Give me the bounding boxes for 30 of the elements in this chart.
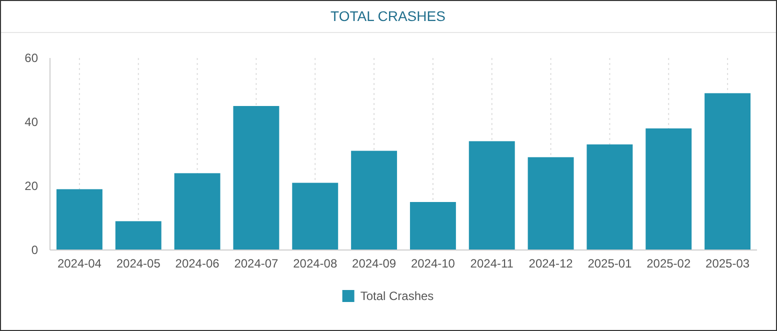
- x-tick-label: 2025-02: [646, 256, 691, 271]
- bar: [586, 144, 633, 250]
- bar: [56, 189, 102, 250]
- x-tick-label: 2024-12: [528, 256, 574, 271]
- bar: [468, 141, 515, 250]
- legend-label: Total Crashes: [360, 289, 434, 303]
- x-tick-label: 2024-11: [470, 256, 514, 271]
- bar: [646, 128, 692, 250]
- chart-title: TOTAL CRASHES: [330, 8, 446, 24]
- y-tick-label: 60: [24, 50, 38, 65]
- y-tick-label: 40: [24, 114, 38, 129]
- bar: [115, 221, 162, 250]
- bar: [704, 93, 751, 250]
- x-tick-label: 2024-10: [410, 256, 456, 271]
- bar: [410, 202, 456, 250]
- x-tick-label: 2025-01: [588, 256, 632, 271]
- bar: [528, 157, 574, 250]
- x-tick-label: 2024-04: [57, 256, 102, 271]
- bar: [351, 150, 398, 250]
- x-tick-label: 2024-06: [175, 256, 220, 271]
- x-tick-label: 2024-08: [293, 256, 338, 271]
- x-tick-label: 2024-05: [116, 256, 161, 271]
- bar: [174, 173, 220, 250]
- y-tick-label: 20: [24, 178, 38, 193]
- x-tick-label: 2024-09: [352, 256, 396, 271]
- bar: [292, 182, 338, 250]
- y-tick-label: 0: [31, 242, 38, 257]
- x-tick-label: 2025-03: [706, 256, 750, 271]
- bar: [233, 106, 280, 250]
- x-tick-label: 2024-07: [234, 256, 279, 271]
